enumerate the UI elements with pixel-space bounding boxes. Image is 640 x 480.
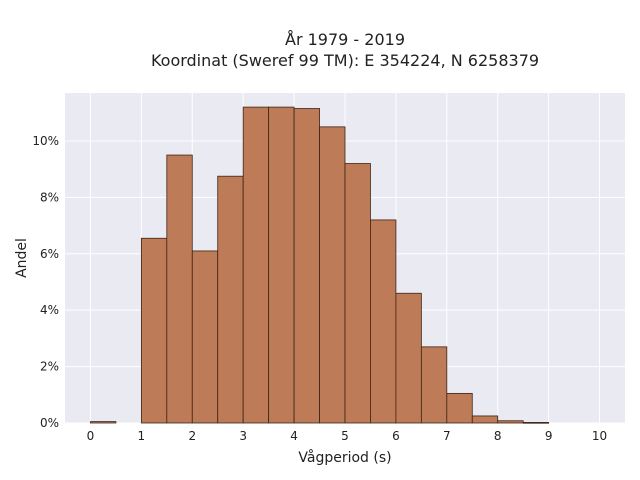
y-tick-label-3: 6% xyxy=(40,247,59,261)
histogram-bar-11 xyxy=(370,219,397,424)
x-tick-label-1: 1 xyxy=(138,429,146,443)
y-tick-label-4: 8% xyxy=(40,190,59,204)
histogram-bar-16 xyxy=(497,420,524,424)
y-tick-label-5: 10% xyxy=(32,134,59,148)
histogram-bar-14 xyxy=(446,392,473,424)
x-axis-label: Vågperiod (s) xyxy=(298,449,391,466)
x-axis-ticks: 0 1 2 3 4 5 6 7 8 9 10 xyxy=(87,429,608,443)
histogram-bar-5 xyxy=(217,175,244,424)
x-tick-label-5: 5 xyxy=(341,429,349,443)
histogram-bar-15 xyxy=(471,415,499,424)
bars xyxy=(90,106,550,424)
histogram-bar-4 xyxy=(191,250,219,424)
x-tick-label-8: 8 xyxy=(494,429,502,443)
chart-title-line-1: År 1979 - 2019 xyxy=(285,30,405,49)
chart-title-line-2: Koordinat (Sweref 99 TM): E 354224, N 62… xyxy=(151,51,539,70)
y-tick-label-2: 4% xyxy=(40,303,59,317)
x-tick-label-6: 6 xyxy=(392,429,400,443)
x-tick-label-9: 9 xyxy=(545,429,553,443)
histogram-bar-6 xyxy=(242,106,270,424)
histogram-bar-9 xyxy=(319,126,346,424)
histogram-bar-13 xyxy=(420,346,448,424)
histogram-bar-12 xyxy=(395,292,422,424)
histogram-bar-2 xyxy=(140,237,168,424)
histogram-bar-10 xyxy=(344,163,371,424)
x-tick-label-7: 7 xyxy=(443,429,451,443)
y-tick-label-1: 2% xyxy=(40,360,59,374)
x-tick-label-4: 4 xyxy=(290,429,298,443)
histogram-bar-0 xyxy=(90,421,117,424)
x-tick-label-0: 0 xyxy=(87,429,95,443)
histogram-bar-17 xyxy=(522,422,550,424)
x-tick-label-2: 2 xyxy=(188,429,196,443)
histogram-bar-8 xyxy=(293,108,320,424)
y-tick-label-0: 0% xyxy=(40,416,59,430)
x-tick-label-10: 10 xyxy=(592,429,607,443)
histogram-bar-3 xyxy=(166,154,193,424)
y-axis-ticks: 0% 2% 4% 6% 8% 10% xyxy=(32,134,59,430)
y-axis-label: Andel xyxy=(14,238,30,278)
histogram-bar-7 xyxy=(268,106,295,424)
x-tick-label-3: 3 xyxy=(239,429,247,443)
